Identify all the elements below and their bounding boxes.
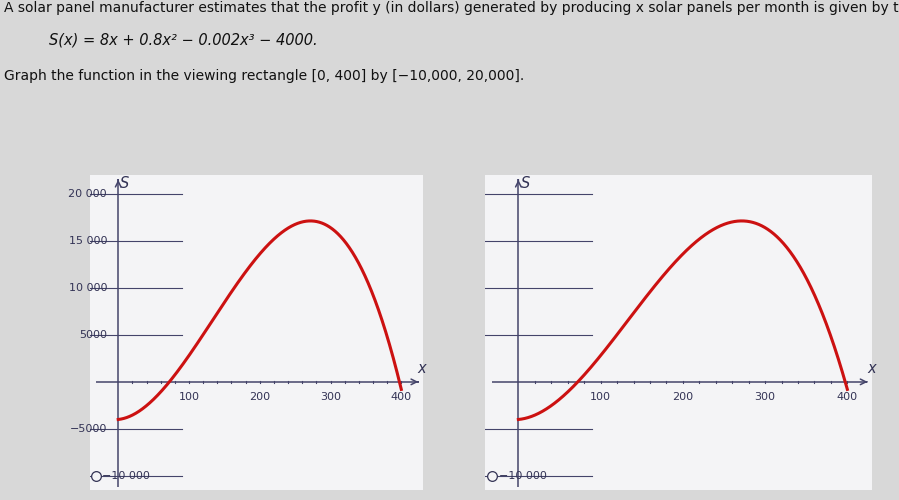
Text: −5000: −5000 bbox=[70, 424, 107, 434]
Text: S: S bbox=[120, 176, 129, 191]
Text: −10 000: −10 000 bbox=[102, 471, 150, 481]
Text: x: x bbox=[417, 361, 426, 376]
Text: S: S bbox=[521, 176, 530, 191]
Text: 10 000: 10 000 bbox=[68, 283, 107, 293]
Text: 100: 100 bbox=[179, 392, 200, 402]
Text: 200: 200 bbox=[672, 392, 693, 402]
Text: 400: 400 bbox=[837, 392, 858, 402]
Text: −10 000: −10 000 bbox=[500, 471, 547, 481]
Text: 20 000: 20 000 bbox=[68, 189, 107, 199]
Text: S(x) = 8x + 0.8x² − 0.002x³ − 4000.: S(x) = 8x + 0.8x² − 0.002x³ − 4000. bbox=[49, 32, 318, 48]
Text: A solar panel manufacturer estimates that the profit y (in dollars) generated by: A solar panel manufacturer estimates tha… bbox=[4, 1, 899, 15]
Text: 5000: 5000 bbox=[79, 330, 107, 340]
Text: 15 000: 15 000 bbox=[68, 236, 107, 246]
Text: 400: 400 bbox=[391, 392, 412, 402]
Text: 300: 300 bbox=[320, 392, 341, 402]
Text: 200: 200 bbox=[249, 392, 271, 402]
Text: 300: 300 bbox=[754, 392, 776, 402]
Text: Graph the function in the viewing rectangle [0, 400] by [−10,000, 20,000].: Graph the function in the viewing rectan… bbox=[4, 69, 525, 83]
Text: x: x bbox=[867, 361, 876, 376]
Text: 100: 100 bbox=[590, 392, 611, 402]
